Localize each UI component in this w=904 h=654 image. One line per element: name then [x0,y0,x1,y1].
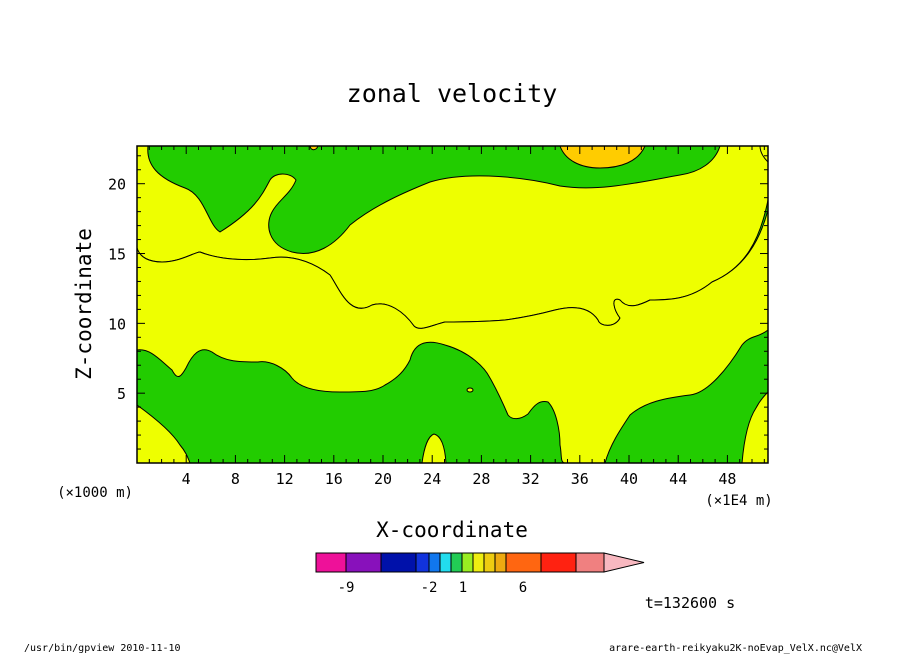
colorbar-label: -9 [338,580,355,596]
colorbar-cell [380,552,417,573]
colorbar-cell [315,552,347,573]
colorbar-cell [483,552,496,573]
x-axis-ticks: 4 8 12 16 20 24 28 32 36 40 44 48 [148,146,765,488]
colorbar-cell [461,552,474,573]
yellow-dot [466,387,474,393]
colorbar-cell [505,552,542,573]
colorbar-label: -2 [421,580,438,596]
y-axis-ticks: 5 10 15 20 [108,155,768,450]
y-tick-label: 5 [117,385,126,403]
x-tick-label: 44 [669,470,687,488]
x-tick-label: 4 [182,470,191,488]
yellow-region-lower [137,209,768,463]
x-tick-label: 28 [472,470,490,488]
x-unit-left: (×1000 m) [57,485,133,501]
y-axis-label: Z-coordinate [72,228,96,380]
x-axis-label: X-coordinate [376,518,528,542]
colorbar-cell [439,552,452,573]
x-tick-label: 36 [571,470,589,488]
colorbar [315,552,645,573]
colorbar-label: 6 [519,580,527,596]
time-label: t=132600 s [645,594,735,612]
colorbar-cell [450,552,463,573]
yellow-corner-left [137,404,191,463]
colorbar-cell [428,552,441,573]
colorbar-label: 1 [459,580,467,596]
colorbar-labels: -9 -2 1 6 [338,580,528,596]
yellow-top-right [759,146,768,163]
footer-left: /usr/bin/gpview 2010-11-10 [24,643,181,654]
y-tick-label: 10 [108,315,126,333]
colorbar-cell [540,552,577,573]
x-unit-right: (×1E4 m) [705,493,772,509]
plot-area [136,145,769,464]
x-tick-label: 40 [620,470,638,488]
colorbar-cell [415,552,430,573]
colorbar-cell [345,552,382,573]
colorbar-cell [494,552,507,573]
x-tick-label: 8 [231,470,240,488]
footer-right: arare-earth-reikyaku2K-noEvap_VelX.nc@Ve… [609,643,862,654]
y-tick-label: 20 [108,176,126,194]
x-tick-label: 24 [423,470,441,488]
colorbar-cell [575,552,605,573]
y-tick-label: 15 [108,246,126,264]
colorbar-cell [472,552,485,573]
yellow-blob-bottom [421,433,447,463]
x-tick-label: 16 [325,470,343,488]
x-tick-label: 48 [718,470,736,488]
plot-frame [136,145,769,464]
x-tick-label: 12 [276,470,294,488]
colorbar-arrow [603,552,645,573]
x-tick-label: 32 [522,470,540,488]
chart-title: zonal velocity [347,79,558,108]
orange-region [559,146,646,169]
x-tick-label: 20 [374,470,392,488]
